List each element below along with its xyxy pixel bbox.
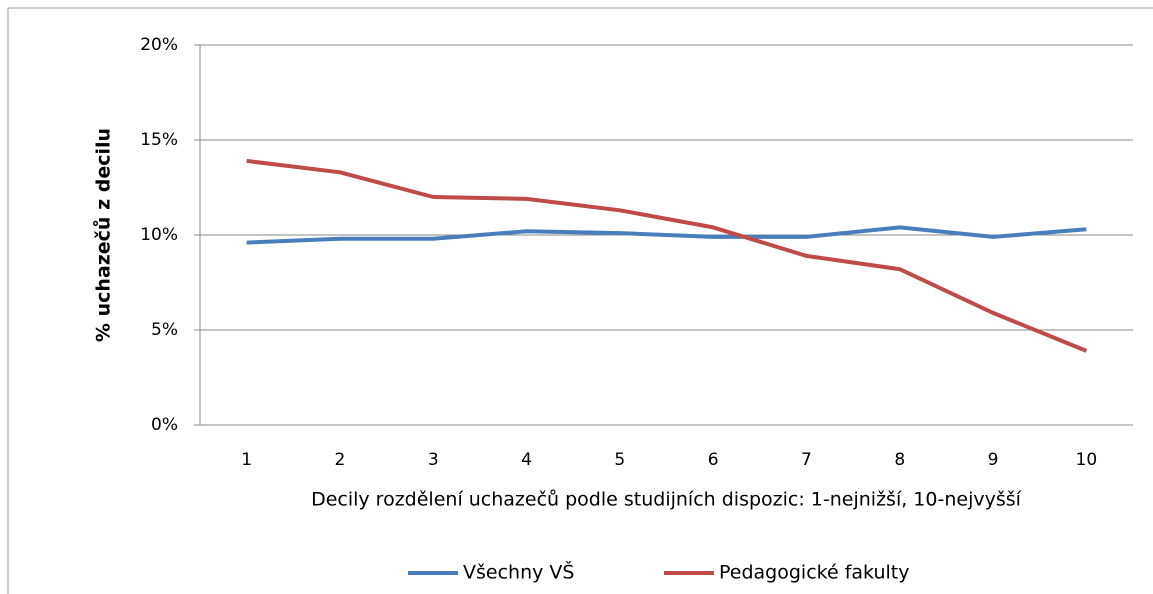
x-tick-label: 5 xyxy=(614,450,625,470)
legend-label: Všechny VŠ xyxy=(463,560,574,584)
series-line xyxy=(246,158,1088,353)
x-tick-label: 7 xyxy=(801,450,812,470)
y-tick-label: 5% xyxy=(151,320,178,340)
series-line xyxy=(246,225,1087,245)
y-tick-label: 0% xyxy=(151,415,178,435)
y-tick-label: 15% xyxy=(140,130,178,150)
x-tick-label: 3 xyxy=(428,450,439,470)
x-tick-label: 6 xyxy=(708,450,719,470)
y-tick-label: 20% xyxy=(140,35,178,55)
y-tick-label: 10% xyxy=(140,225,178,245)
x-tick-label: 8 xyxy=(894,450,905,470)
legend-label: Pedagogické fakulty xyxy=(719,562,909,584)
y-axis-label: % uchazečů z decilu xyxy=(92,128,115,342)
x-tick-label: 4 xyxy=(521,450,532,470)
x-tick-label: 1 xyxy=(241,450,252,470)
x-tick-label: 9 xyxy=(988,450,999,470)
x-axis-label: Decily rozdělení uchazečů podle studijní… xyxy=(311,489,1022,511)
x-tick-label: 2 xyxy=(335,450,346,470)
x-tick-label: 10 xyxy=(1076,450,1098,470)
